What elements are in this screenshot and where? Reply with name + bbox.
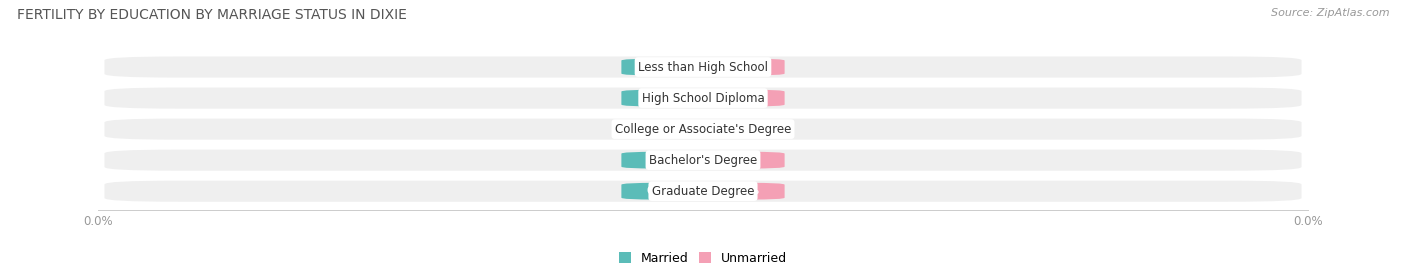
FancyBboxPatch shape (621, 152, 700, 169)
FancyBboxPatch shape (706, 183, 785, 200)
FancyBboxPatch shape (706, 59, 785, 75)
Text: 0.0%: 0.0% (731, 93, 759, 103)
Text: 0.0%: 0.0% (731, 186, 759, 196)
Text: 0.0%: 0.0% (647, 124, 675, 134)
Text: 0.0%: 0.0% (731, 124, 759, 134)
Text: 0.0%: 0.0% (647, 186, 675, 196)
Text: 0.0%: 0.0% (647, 93, 675, 103)
Text: 0.0%: 0.0% (647, 155, 675, 165)
Text: Bachelor's Degree: Bachelor's Degree (650, 154, 756, 167)
FancyBboxPatch shape (621, 183, 700, 200)
FancyBboxPatch shape (104, 181, 1302, 202)
Text: College or Associate's Degree: College or Associate's Degree (614, 123, 792, 136)
Text: Less than High School: Less than High School (638, 61, 768, 73)
Text: Graduate Degree: Graduate Degree (652, 185, 754, 198)
Legend: Married, Unmarried: Married, Unmarried (619, 252, 787, 265)
FancyBboxPatch shape (104, 56, 1302, 77)
Text: 0.0%: 0.0% (647, 62, 675, 72)
FancyBboxPatch shape (621, 90, 700, 107)
FancyBboxPatch shape (104, 87, 1302, 109)
Text: Source: ZipAtlas.com: Source: ZipAtlas.com (1271, 8, 1389, 18)
FancyBboxPatch shape (104, 150, 1302, 171)
FancyBboxPatch shape (621, 121, 700, 137)
FancyBboxPatch shape (706, 90, 785, 107)
FancyBboxPatch shape (104, 119, 1302, 140)
Text: 0.0%: 0.0% (731, 155, 759, 165)
Text: 0.0%: 0.0% (731, 62, 759, 72)
FancyBboxPatch shape (706, 121, 785, 137)
Text: FERTILITY BY EDUCATION BY MARRIAGE STATUS IN DIXIE: FERTILITY BY EDUCATION BY MARRIAGE STATU… (17, 8, 406, 22)
Text: High School Diploma: High School Diploma (641, 91, 765, 105)
FancyBboxPatch shape (706, 152, 785, 169)
FancyBboxPatch shape (621, 59, 700, 75)
